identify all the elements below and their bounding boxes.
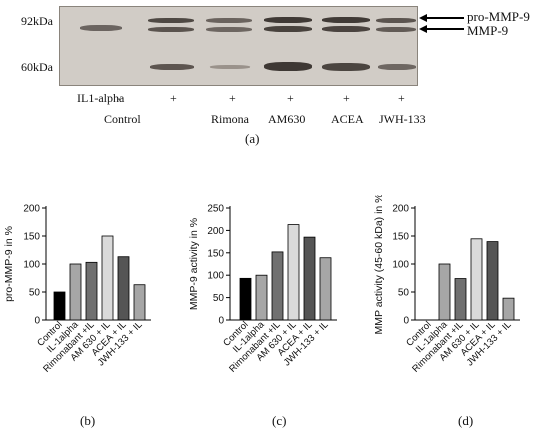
il-sign: + [229, 91, 236, 105]
y-axis-label: pro-MMP-9 in % [3, 226, 15, 302]
y-tick-label: 150 [207, 248, 224, 259]
band-arrows [419, 14, 464, 33]
lane-label-am630: AM630 [268, 112, 306, 126]
y-tick-label: 0 [403, 316, 409, 327]
y-tick-label: 50 [213, 293, 225, 304]
il-sign: - [117, 91, 121, 105]
blot-band [322, 26, 370, 32]
bar-rimonabant-il [85, 261, 98, 321]
bar-il-1alpha [438, 263, 451, 321]
lane-label-rimona: Rimona [211, 112, 249, 126]
blot-band [264, 62, 312, 71]
y-tick-label: 200 [207, 226, 224, 237]
band-label-mmp9: MMP-9 [467, 23, 509, 38]
y-tick-label: 100 [392, 260, 409, 271]
blot-band [148, 27, 194, 32]
bar-am-630-il [101, 235, 114, 321]
lane-label-jwh133: JWH-133 [379, 112, 426, 126]
lane-label-acea: ACEA [331, 112, 364, 126]
y-tick-label: 50 [29, 288, 41, 299]
bar-acea-il [117, 256, 130, 321]
y-tick-label: 100 [23, 260, 40, 271]
bar-chart-d: 0 50 100 150 200 MMP activity (45-60 kDa) in … [373, 195, 520, 375]
y-tick-label: 200 [392, 204, 409, 215]
il-sign: + [170, 91, 177, 105]
bar-rimonabant-il [454, 278, 467, 321]
y-axis-label: MMP activity (45-60 kDa) in % [373, 195, 385, 335]
blot-band [210, 65, 250, 69]
bar-il-1alpha [69, 263, 82, 321]
caption-c: (c) [272, 413, 287, 428]
blot-band [322, 63, 370, 71]
y-tick-label: 0 [218, 316, 224, 327]
bar-am-630-il [470, 238, 483, 321]
blot-band [264, 26, 312, 32]
y-tick-label: 100 [207, 271, 224, 282]
blot-band [376, 27, 416, 32]
y-axis-label: MMP-9 activity in % [188, 218, 200, 310]
marker-60kda: 60kDa [21, 60, 53, 74]
blot-band [376, 18, 416, 23]
blot-band [150, 64, 194, 70]
y-tick-label: 150 [392, 232, 409, 243]
y-tick-label: 200 [23, 204, 40, 215]
lane-label-control: Control [104, 112, 141, 126]
bar-acea-il [303, 236, 316, 321]
blot-band [322, 17, 370, 23]
arrow-icon [419, 14, 464, 22]
bar-jwh-133-il [502, 297, 515, 321]
bar-acea-il [486, 241, 499, 321]
y-tick-label: 150 [23, 232, 40, 243]
bar-jwh-133-il [319, 257, 332, 321]
arrow-icon [419, 25, 464, 33]
bar-jwh-133-il [133, 284, 146, 321]
il-sign: + [287, 91, 294, 105]
caption-b: (b) [80, 413, 96, 428]
western-blot-image [59, 6, 418, 86]
y-tick-label: 50 [398, 288, 410, 299]
il-sign: + [343, 91, 350, 105]
y-tick-label: 0 [34, 316, 40, 327]
caption-d: (d) [458, 413, 474, 428]
bar-am-630-il [287, 224, 300, 321]
blot-band [378, 64, 416, 70]
blot-band [148, 18, 194, 23]
blot-band [206, 27, 252, 32]
caption-a: (a) [245, 131, 260, 146]
bar-control [53, 291, 66, 321]
blot-band [206, 18, 252, 23]
il1-alpha-row-label: IL1-alpha [77, 91, 125, 105]
blot-band [80, 25, 122, 31]
marker-92kda: 92kDa [21, 14, 53, 28]
bar-il-1alpha [255, 274, 268, 321]
band-label-pro-mmp9: pro-MMP-9 [467, 9, 530, 24]
blot-band [264, 17, 312, 23]
bar-control [239, 277, 252, 321]
il-sign: + [398, 91, 405, 105]
bar-rimonabant-il [271, 251, 284, 321]
y-tick-label: 250 [207, 204, 224, 215]
